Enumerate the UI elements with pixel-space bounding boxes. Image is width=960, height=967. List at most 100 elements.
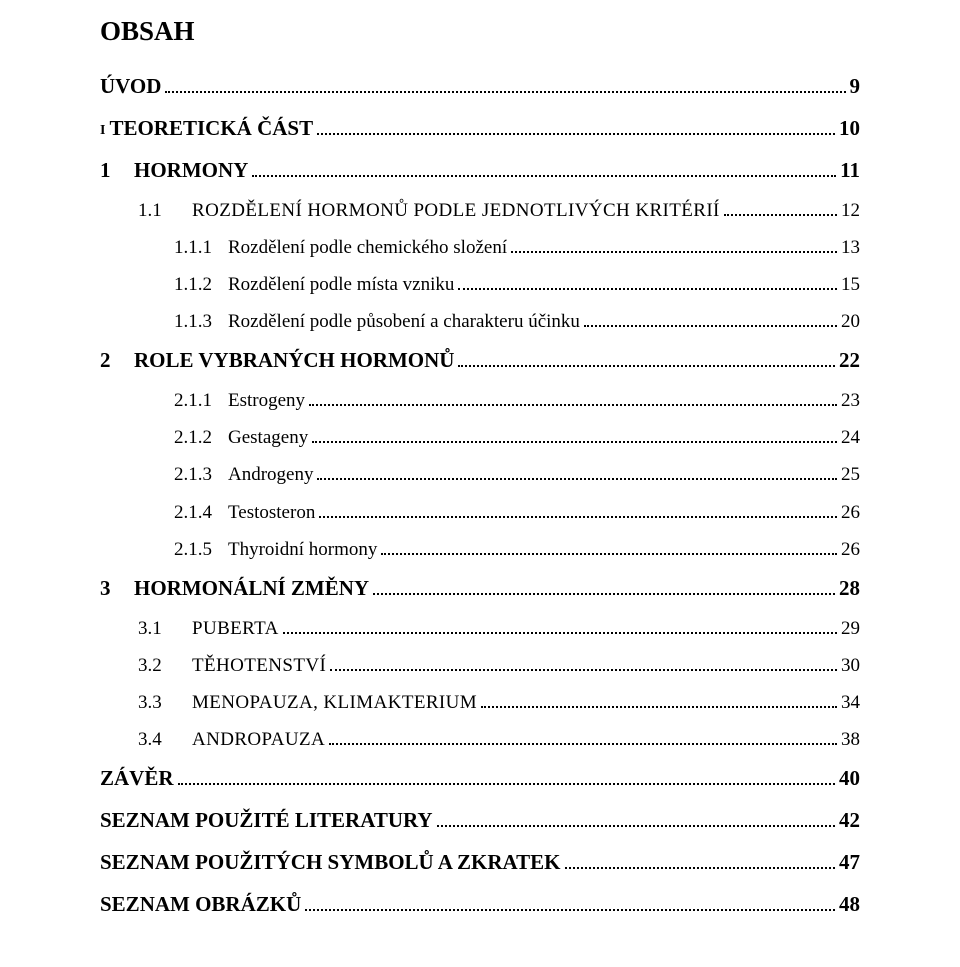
toc-entry-page: 26 [841, 495, 860, 530]
toc-entry-page: 22 [839, 341, 860, 381]
toc-entry: ZÁVĚR40 [100, 759, 860, 799]
toc-leader [381, 538, 837, 554]
toc-entry: 3.2TĚHOTENSTVÍ 30 [100, 648, 860, 683]
toc-entry: 3HORMONÁLNÍ ZMĚNY 28 [100, 569, 860, 609]
toc-leader [458, 349, 835, 367]
toc-entry-text: TEORETICKÁ ČÁST [109, 116, 313, 140]
toc-leader [317, 464, 837, 480]
toc-entry-page: 25 [841, 457, 860, 492]
toc-entry-page: 10 [839, 109, 860, 149]
toc-entry-text: Rozdělení podle působení a charakteru úč… [228, 311, 580, 332]
toc-entry-label: 1.1.1Rozdělení podle chemického složení [174, 230, 507, 265]
toc-entry: 2.1.3Androgeny 25 [100, 457, 860, 492]
toc-entry-label: 1.1ROZDĚLENÍ HORMONŮ PODLE JEDNOTLIVÝCH … [138, 193, 720, 228]
toc-entry-text: ROZDĚLENÍ HORMONŮ PODLE JEDNOTLIVÝCH KRI… [192, 200, 720, 221]
toc-entry-text: SEZNAM POUŽITÉ LITERATURY [100, 808, 433, 832]
toc-entry-page: 9 [850, 67, 861, 107]
toc-list: ÚVOD 9 I TEORETICKÁ ČÁST 10 1HORMONY 11 1.1ROZD… [100, 67, 860, 925]
toc-entry-label: 3.1PUBERTA [138, 611, 279, 646]
toc-entry-page: 20 [841, 304, 860, 339]
toc-entry-label: ZÁVĚR [100, 759, 174, 799]
toc-entry-number: 2.1.5 [174, 532, 228, 567]
toc-entry-number: 3 [100, 569, 134, 609]
section-marker: I [100, 123, 105, 138]
toc-entry-text: ANDROPAUZA [192, 729, 325, 750]
toc-entry-number: 3.3 [138, 685, 192, 720]
toc-entry: SEZNAM POUŽITÉ LITERATURY42 [100, 801, 860, 841]
toc-entry: 1.1.3Rozdělení podle působení a charakte… [100, 304, 860, 339]
toc-entry-text: Gestageny [228, 427, 308, 448]
toc-leader [252, 159, 836, 177]
toc-entry-text: MENOPAUZA, KLIMAKTERIUM [192, 692, 477, 713]
toc-entry-label: 1HORMONY [100, 151, 248, 191]
toc-entry-label: 3.3MENOPAUZA, KLIMAKTERIUM [138, 685, 477, 720]
toc-entry-number: 3.4 [138, 722, 192, 757]
toc-leader [178, 768, 835, 786]
toc-entry-label: 1.1.2Rozdělení podle místa vzniku [174, 267, 454, 302]
toc-entry-text: HORMONY [134, 158, 248, 182]
toc-entry-page: 12 [841, 193, 860, 228]
toc-leader [283, 617, 837, 633]
toc-entry: ÚVOD 9 [100, 67, 860, 107]
toc-entry-page: 15 [841, 267, 860, 302]
toc-entry-number: 3.2 [138, 648, 192, 683]
toc-entry: 3.4ANDROPAUZA 38 [100, 722, 860, 757]
toc-entry-label: 2.1.1Estrogeny [174, 383, 305, 418]
toc-entry-number: 1.1.2 [174, 267, 228, 302]
toc-entry-text: ROLE VYBRANÝCH HORMONŮ [134, 348, 454, 372]
toc-leader [305, 893, 835, 911]
toc-entry-number: 2.1.1 [174, 383, 228, 418]
toc-entry-page: 28 [839, 569, 860, 609]
page-title: OBSAH [100, 16, 860, 47]
toc-leader [584, 311, 837, 327]
toc-leader [309, 390, 837, 406]
toc-entry-label: SEZNAM POUŽITÉ LITERATURY [100, 801, 433, 841]
toc-entry: 2.1.2Gestageny24 [100, 420, 860, 455]
toc-entry-label: 2.1.5Thyroidní hormony [174, 532, 377, 567]
toc-entry-number: 2 [100, 341, 134, 381]
toc-entry-page: 29 [841, 611, 860, 646]
toc-leader [511, 237, 837, 253]
toc-leader [329, 729, 837, 745]
toc-leader [565, 851, 835, 869]
toc-entry-number: 1.1.3 [174, 304, 228, 339]
toc-entry-label: I TEORETICKÁ ČÁST [100, 109, 313, 149]
toc-entry-text: Testosteron [228, 502, 315, 523]
toc-entry-number: 2.1.3 [174, 457, 228, 492]
toc-entry: I TEORETICKÁ ČÁST 10 [100, 109, 860, 149]
toc-leader [330, 655, 837, 671]
toc-entry-text: TĚHOTENSTVÍ [192, 655, 326, 676]
toc-entry: 3.1PUBERTA 29 [100, 611, 860, 646]
toc-entry-label: 2.1.4Testosteron [174, 495, 315, 530]
toc-leader [437, 809, 835, 827]
toc-entry: 1.1.2Rozdělení podle místa vzniku 15 [100, 267, 860, 302]
toc-entry-number: 1 [100, 151, 134, 191]
toc-entry-label: SEZNAM OBRÁZKŮ [100, 885, 301, 925]
toc-entry-page: 38 [841, 722, 860, 757]
toc-entry-page: 48 [839, 885, 860, 925]
toc-entry: 2.1.1Estrogeny 23 [100, 383, 860, 418]
toc-entry-text: ZÁVĚR [100, 766, 174, 790]
toc-entry: SEZNAM OBRÁZKŮ 48 [100, 885, 860, 925]
toc-entry-page: 23 [841, 383, 860, 418]
toc-entry-text: Rozdělení podle chemického složení [228, 237, 507, 258]
toc-leader [319, 501, 837, 517]
toc-entry: SEZNAM POUŽITÝCH SYMBOLŮ A ZKRATEK47 [100, 843, 860, 883]
toc-entry-number: 2.1.2 [174, 420, 228, 455]
toc-entry-text: Rozdělení podle místa vzniku [228, 274, 454, 295]
toc-entry: 2ROLE VYBRANÝCH HORMONŮ 22 [100, 341, 860, 381]
toc-entry-text: SEZNAM POUŽITÝCH SYMBOLŮ A ZKRATEK [100, 850, 561, 874]
toc-entry-text: Androgeny [228, 464, 313, 485]
toc-entry: 1.1.1Rozdělení podle chemického složení1… [100, 230, 860, 265]
toc-entry-number: 1.1 [138, 193, 192, 228]
toc-leader [312, 427, 837, 443]
toc-entry-label: 3HORMONÁLNÍ ZMĚNY [100, 569, 369, 609]
toc-entry-page: 30 [841, 648, 860, 683]
toc-entry-label: ÚVOD [100, 67, 161, 107]
toc-entry-page: 11 [840, 151, 860, 191]
toc-entry-page: 34 [841, 685, 860, 720]
toc-entry-label: 2.1.2Gestageny [174, 420, 308, 455]
toc-entry-text: HORMONÁLNÍ ZMĚNY [134, 576, 369, 600]
toc-entry-page: 26 [841, 532, 860, 567]
toc-entry-label: 3.4ANDROPAUZA [138, 722, 325, 757]
